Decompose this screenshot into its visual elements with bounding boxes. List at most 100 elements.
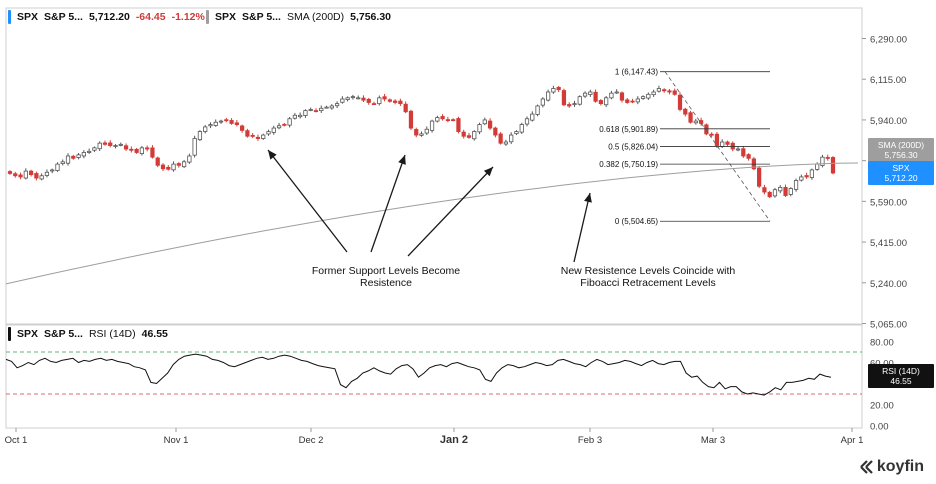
candle-down xyxy=(762,187,767,193)
candle-up xyxy=(809,169,815,178)
sma-legend[interactable]: SPX S&P 5... SMA (200D) 5,756.30 xyxy=(206,10,391,24)
candle-down xyxy=(250,134,255,137)
sma-legend-name: S&P 5... xyxy=(242,11,281,23)
candle-down xyxy=(18,174,23,178)
candle-up xyxy=(187,155,192,163)
candle-up xyxy=(292,114,297,119)
candle-down xyxy=(445,119,450,122)
candle-down xyxy=(630,100,635,103)
candle-down xyxy=(134,148,139,153)
candle-down xyxy=(487,120,493,129)
rsi-legend-value: 46.55 xyxy=(141,328,168,340)
sma-badge-title: SMA (200D) xyxy=(877,140,925,150)
candle-down xyxy=(34,173,39,179)
candle-up xyxy=(261,134,266,139)
candle-down xyxy=(13,173,18,177)
candle-down xyxy=(804,175,809,178)
candle-down xyxy=(408,110,414,129)
candle-up xyxy=(97,142,102,150)
candle-up xyxy=(329,105,334,109)
annotation-arrow-line xyxy=(407,166,494,257)
spx-price-badge: SPX 5,712.20 xyxy=(868,161,934,185)
candle-down xyxy=(282,123,287,126)
sma-series-color-bar xyxy=(206,10,209,24)
candle-up xyxy=(509,134,514,143)
candle-down xyxy=(830,157,836,174)
spx-badge-value: 5,712.20 xyxy=(884,173,918,183)
x-axis-label: Mar 3 xyxy=(701,435,725,446)
candle-up xyxy=(609,92,614,99)
candle-up xyxy=(324,106,329,109)
candle-down xyxy=(7,171,13,174)
fib-level-label: 0.618 (5,901.89) xyxy=(599,125,658,134)
candle-down xyxy=(387,99,392,102)
x-axis-label: Apr 1 xyxy=(841,435,864,446)
candle-down xyxy=(619,92,625,101)
candle-up xyxy=(477,124,482,133)
candle-down xyxy=(403,103,408,113)
candle-up xyxy=(524,118,530,125)
candle-up xyxy=(213,121,218,126)
candle-up xyxy=(435,117,440,122)
candle-up xyxy=(208,124,213,127)
koyfin-logo-text: koyfin xyxy=(876,458,924,475)
candle-up xyxy=(614,91,619,94)
price-axis-label: 6,290.00 xyxy=(870,35,907,46)
candle-down xyxy=(556,87,561,91)
candle-up xyxy=(793,180,799,190)
candle-down xyxy=(561,90,567,106)
candle-down xyxy=(714,133,720,146)
candle-down xyxy=(698,120,704,124)
candle-down xyxy=(229,120,234,124)
candle-up xyxy=(118,143,123,146)
price-legend-last: 5,712.20 xyxy=(88,11,130,23)
x-axis-label: Dec 2 xyxy=(299,435,324,446)
candle-up xyxy=(44,171,50,176)
candle-down xyxy=(688,112,693,123)
candle-up xyxy=(551,88,556,93)
candle-down xyxy=(466,135,472,138)
candle-down xyxy=(166,166,171,170)
x-axis-label: Nov 1 xyxy=(164,435,189,446)
candle-down xyxy=(825,157,830,159)
price-axis-label: 5,590.00 xyxy=(870,197,907,208)
candle-down xyxy=(783,186,788,196)
candle-up xyxy=(646,93,651,99)
candle-up xyxy=(113,145,118,147)
candle-up xyxy=(55,163,60,171)
candle-up xyxy=(50,169,55,172)
candle-up xyxy=(656,88,662,92)
sma-legend-ticker: SPX xyxy=(215,11,237,23)
candle-down xyxy=(366,98,371,103)
candle-down xyxy=(598,100,603,105)
candle-down xyxy=(451,119,456,122)
candle-up xyxy=(377,97,382,105)
rsi-value-badge: RSI (14D) 46.55 xyxy=(868,364,934,388)
candle-down xyxy=(672,90,677,95)
candle-down xyxy=(704,124,709,135)
candle-up xyxy=(530,113,535,121)
candle-up xyxy=(635,98,640,103)
annotation-former-support: Former Support Levels Become Resistence xyxy=(311,265,461,289)
candle-up xyxy=(81,152,86,157)
candle-up xyxy=(266,131,271,135)
candle-up xyxy=(482,119,487,125)
rsi-legend[interactable]: SPX S&P 5... RSI (14D) 46.55 xyxy=(8,327,168,341)
fib-level-label: 0 (5,504.65) xyxy=(615,217,658,226)
candle-up xyxy=(514,131,519,135)
candle-up xyxy=(287,118,292,126)
price-legend-name: S&P 5... xyxy=(44,11,83,23)
candle-up xyxy=(419,133,424,136)
candle-down xyxy=(176,163,181,166)
rsi-series-color-bar xyxy=(8,327,11,341)
candle-up xyxy=(778,186,783,192)
price-legend[interactable]: SPX S&P 5... 5,712.20 -64.45 -1.12% xyxy=(8,10,205,24)
candle-up xyxy=(640,96,646,99)
candle-down xyxy=(677,94,683,110)
candle-up xyxy=(472,131,477,140)
candle-down xyxy=(493,127,498,136)
rsi-line xyxy=(5,353,832,396)
candle-down xyxy=(255,136,261,139)
candle-up xyxy=(203,126,208,132)
